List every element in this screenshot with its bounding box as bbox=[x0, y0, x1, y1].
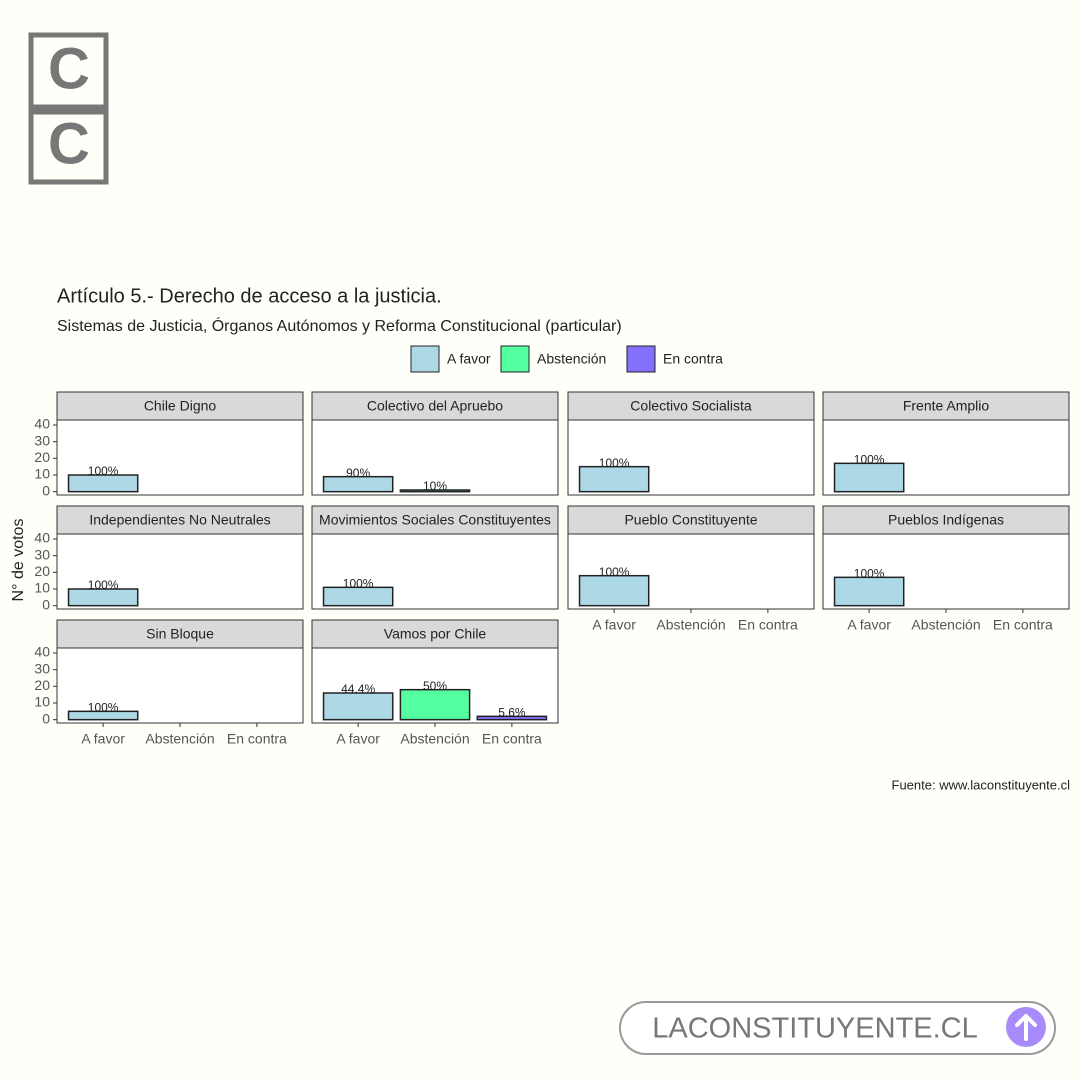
strip-label: Frente Amplio bbox=[903, 398, 990, 414]
bar bbox=[399, 489, 471, 493]
x-tick-label: A favor bbox=[847, 617, 891, 633]
bar bbox=[67, 474, 139, 493]
value-label: 10% bbox=[423, 479, 447, 493]
strip bbox=[311, 505, 559, 535]
value-label: 44.4% bbox=[341, 682, 375, 696]
bar bbox=[578, 574, 650, 607]
value-label: 100% bbox=[599, 456, 630, 470]
logo: C C bbox=[28, 32, 109, 185]
x-tick-label: En contra bbox=[227, 731, 287, 747]
value-label: 100% bbox=[854, 567, 885, 581]
chart-title: Artículo 5.- Derecho de acceso a la just… bbox=[57, 285, 442, 307]
bar bbox=[67, 588, 139, 607]
bar bbox=[833, 576, 905, 607]
y-tick-label: 30 bbox=[34, 432, 50, 448]
x-tick-label: Abstención bbox=[911, 617, 980, 633]
x-tick-label: Abstención bbox=[145, 731, 214, 747]
y-tick-label: 30 bbox=[34, 546, 50, 562]
y-tick-label: 10 bbox=[34, 694, 50, 710]
bar bbox=[399, 688, 471, 721]
legend-label: A favor bbox=[447, 351, 491, 367]
logo-letter: C bbox=[48, 36, 90, 101]
strip bbox=[822, 505, 1070, 535]
bar bbox=[476, 715, 548, 721]
value-label: 100% bbox=[88, 464, 119, 478]
panel bbox=[56, 647, 304, 724]
value-label: 90% bbox=[346, 466, 370, 480]
x-tick-label: En contra bbox=[482, 731, 542, 747]
y-tick-label: 0 bbox=[42, 596, 50, 612]
strip-label: Sin Bloque bbox=[146, 626, 214, 642]
value-label: 100% bbox=[599, 565, 630, 579]
y-tick-label: 10 bbox=[34, 580, 50, 596]
x-tick-label: Abstención bbox=[400, 731, 469, 747]
x-tick-label: Abstención bbox=[656, 617, 725, 633]
legend-swatch bbox=[626, 345, 656, 373]
logo-letter: C bbox=[48, 111, 90, 176]
logo-box bbox=[28, 32, 109, 110]
value-label: 5.6% bbox=[498, 706, 526, 720]
strip-label: Colectivo Socialista bbox=[630, 398, 752, 414]
strip-label: Pueblos Indígenas bbox=[888, 512, 1004, 528]
strip-label: Independientes No Neutrales bbox=[89, 512, 270, 528]
legend-swatch bbox=[410, 345, 440, 373]
bar bbox=[833, 462, 905, 493]
y-tick-label: 0 bbox=[42, 482, 50, 498]
value-label: 100% bbox=[343, 577, 374, 591]
brand-button[interactable]: LACONSTITUYENTE.CL bbox=[619, 1001, 1056, 1055]
chart-subtitle: Sistemas de Justicia, Órganos Autónomos … bbox=[57, 316, 622, 335]
strip-label: Movimientos Sociales Constituyentes bbox=[319, 512, 551, 528]
x-tick-label: A favor bbox=[592, 617, 636, 633]
bar bbox=[322, 475, 394, 493]
bar bbox=[578, 465, 650, 493]
strip bbox=[56, 391, 304, 421]
value-label: 100% bbox=[88, 578, 119, 592]
y-tick-label: 40 bbox=[34, 416, 50, 432]
legend-label: En contra bbox=[663, 351, 723, 367]
y-tick-label: 40 bbox=[34, 530, 50, 546]
up-arrow bbox=[1015, 1014, 1037, 1041]
y-tick-label: 40 bbox=[34, 644, 50, 660]
strip bbox=[311, 619, 559, 649]
strip-label: Chile Digno bbox=[144, 398, 217, 414]
strip-label: Vamos por Chile bbox=[384, 626, 487, 642]
y-tick-label: 20 bbox=[34, 677, 50, 693]
x-tick-label: En contra bbox=[738, 617, 798, 633]
bar bbox=[67, 710, 139, 721]
strip bbox=[567, 505, 815, 535]
strip bbox=[567, 391, 815, 421]
bar bbox=[322, 692, 394, 721]
legend-label: Abstención bbox=[537, 351, 606, 367]
y-tick-label: 30 bbox=[34, 660, 50, 676]
strip bbox=[311, 391, 559, 421]
y-tick-label: 20 bbox=[34, 563, 50, 579]
y-tick-label: 20 bbox=[34, 449, 50, 465]
logo-box bbox=[28, 109, 109, 185]
y-tick-label: 0 bbox=[42, 710, 50, 726]
x-tick-label: A favor bbox=[336, 731, 380, 747]
x-tick-label: A favor bbox=[81, 731, 125, 747]
caption: Fuente: www.laconstituyente.cl bbox=[892, 777, 1071, 792]
value-label: 100% bbox=[854, 453, 885, 467]
strip bbox=[822, 391, 1070, 421]
value-label: 50% bbox=[423, 679, 447, 693]
value-label: 100% bbox=[88, 701, 119, 715]
button-frame[interactable] bbox=[619, 1001, 1056, 1055]
y-tick-label: 10 bbox=[34, 466, 50, 482]
bar bbox=[322, 586, 394, 607]
y-axis-label: N° de votos bbox=[10, 519, 27, 602]
strip-label: Colectivo del Apruebo bbox=[367, 398, 503, 414]
strip-label: Pueblo Constituyente bbox=[624, 512, 757, 528]
button-label[interactable]: LACONSTITUYENTE.CL bbox=[652, 1013, 978, 1045]
x-tick-label: En contra bbox=[993, 617, 1053, 633]
legend-swatch bbox=[500, 345, 530, 373]
